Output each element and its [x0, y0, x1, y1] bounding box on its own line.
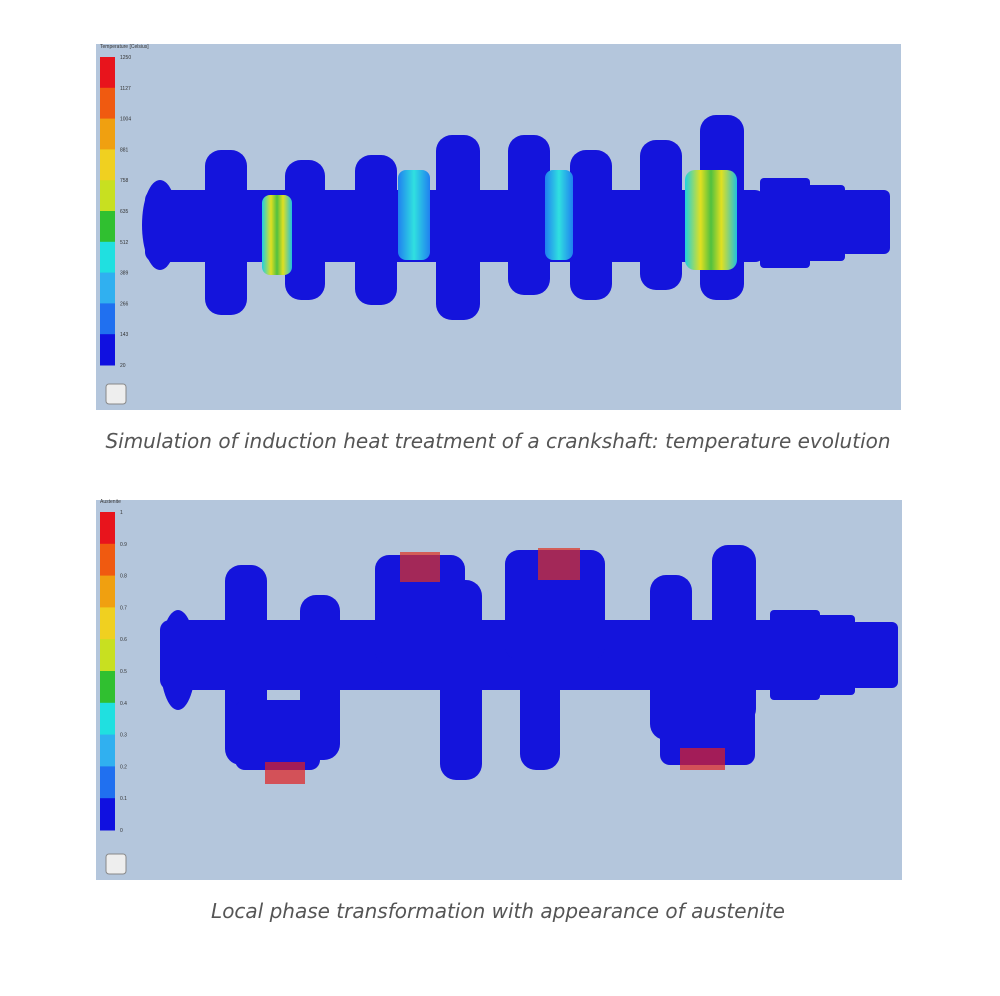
legend-swatch	[100, 241, 115, 274]
legend-swatch	[100, 118, 115, 150]
legend-title: Temperature [Celsius]	[100, 44, 149, 50]
legend-swatch	[100, 334, 115, 366]
legend-title: Austenite	[100, 499, 121, 505]
legend-swatch	[100, 149, 115, 181]
legend-label: 143	[120, 332, 129, 338]
legend-label: 389	[120, 271, 129, 277]
legend-label: 0.7	[120, 605, 127, 611]
crankshaft	[142, 115, 890, 320]
legend-swatch	[100, 734, 115, 767]
legend-label: 0.9	[120, 542, 127, 548]
figure-1	[96, 44, 901, 410]
legend-swatch	[100, 607, 115, 640]
legend-label: 0	[120, 828, 123, 834]
legend-label: 20	[120, 363, 126, 369]
legend-label: 0.2	[120, 764, 127, 770]
legend-label: 1250	[120, 55, 131, 61]
legend-label: 1	[120, 510, 123, 516]
legend-swatch	[100, 211, 115, 243]
legend-swatch	[100, 272, 115, 304]
legend-label: 0.1	[120, 796, 127, 802]
legend-swatch	[100, 798, 115, 831]
legend-label: 0.4	[120, 701, 127, 707]
legend-swatch	[100, 303, 115, 335]
legend-swatch	[100, 512, 115, 545]
legend-label: 0.8	[120, 574, 127, 580]
legend-swatch	[100, 543, 115, 577]
legend-label: 1004	[120, 117, 131, 123]
legend-label: 0.5	[120, 669, 127, 675]
legend-label: 512	[120, 240, 129, 246]
caption: Local phase transformation with appearan…	[211, 899, 785, 923]
legend-label: 0.3	[120, 733, 127, 739]
legend-swatch	[100, 766, 115, 799]
legend-label: 0.6	[120, 637, 127, 643]
legend-swatch	[100, 639, 115, 672]
legend-swatch	[100, 87, 115, 120]
figure-2	[96, 500, 902, 880]
legend-label: 881	[120, 147, 129, 153]
legend-label: 635	[120, 209, 129, 215]
caption: Simulation of induction heat treatment o…	[105, 429, 890, 453]
legend-label: 266	[120, 301, 129, 307]
crankshaft	[160, 545, 898, 784]
legend-swatch	[100, 702, 115, 736]
legend-swatch	[100, 575, 115, 608]
legend-label: 758	[120, 178, 129, 184]
legend-swatch	[100, 671, 115, 704]
legend-swatch	[100, 180, 115, 212]
legend-swatch	[100, 57, 115, 89]
legend-label: 1127	[120, 86, 131, 92]
